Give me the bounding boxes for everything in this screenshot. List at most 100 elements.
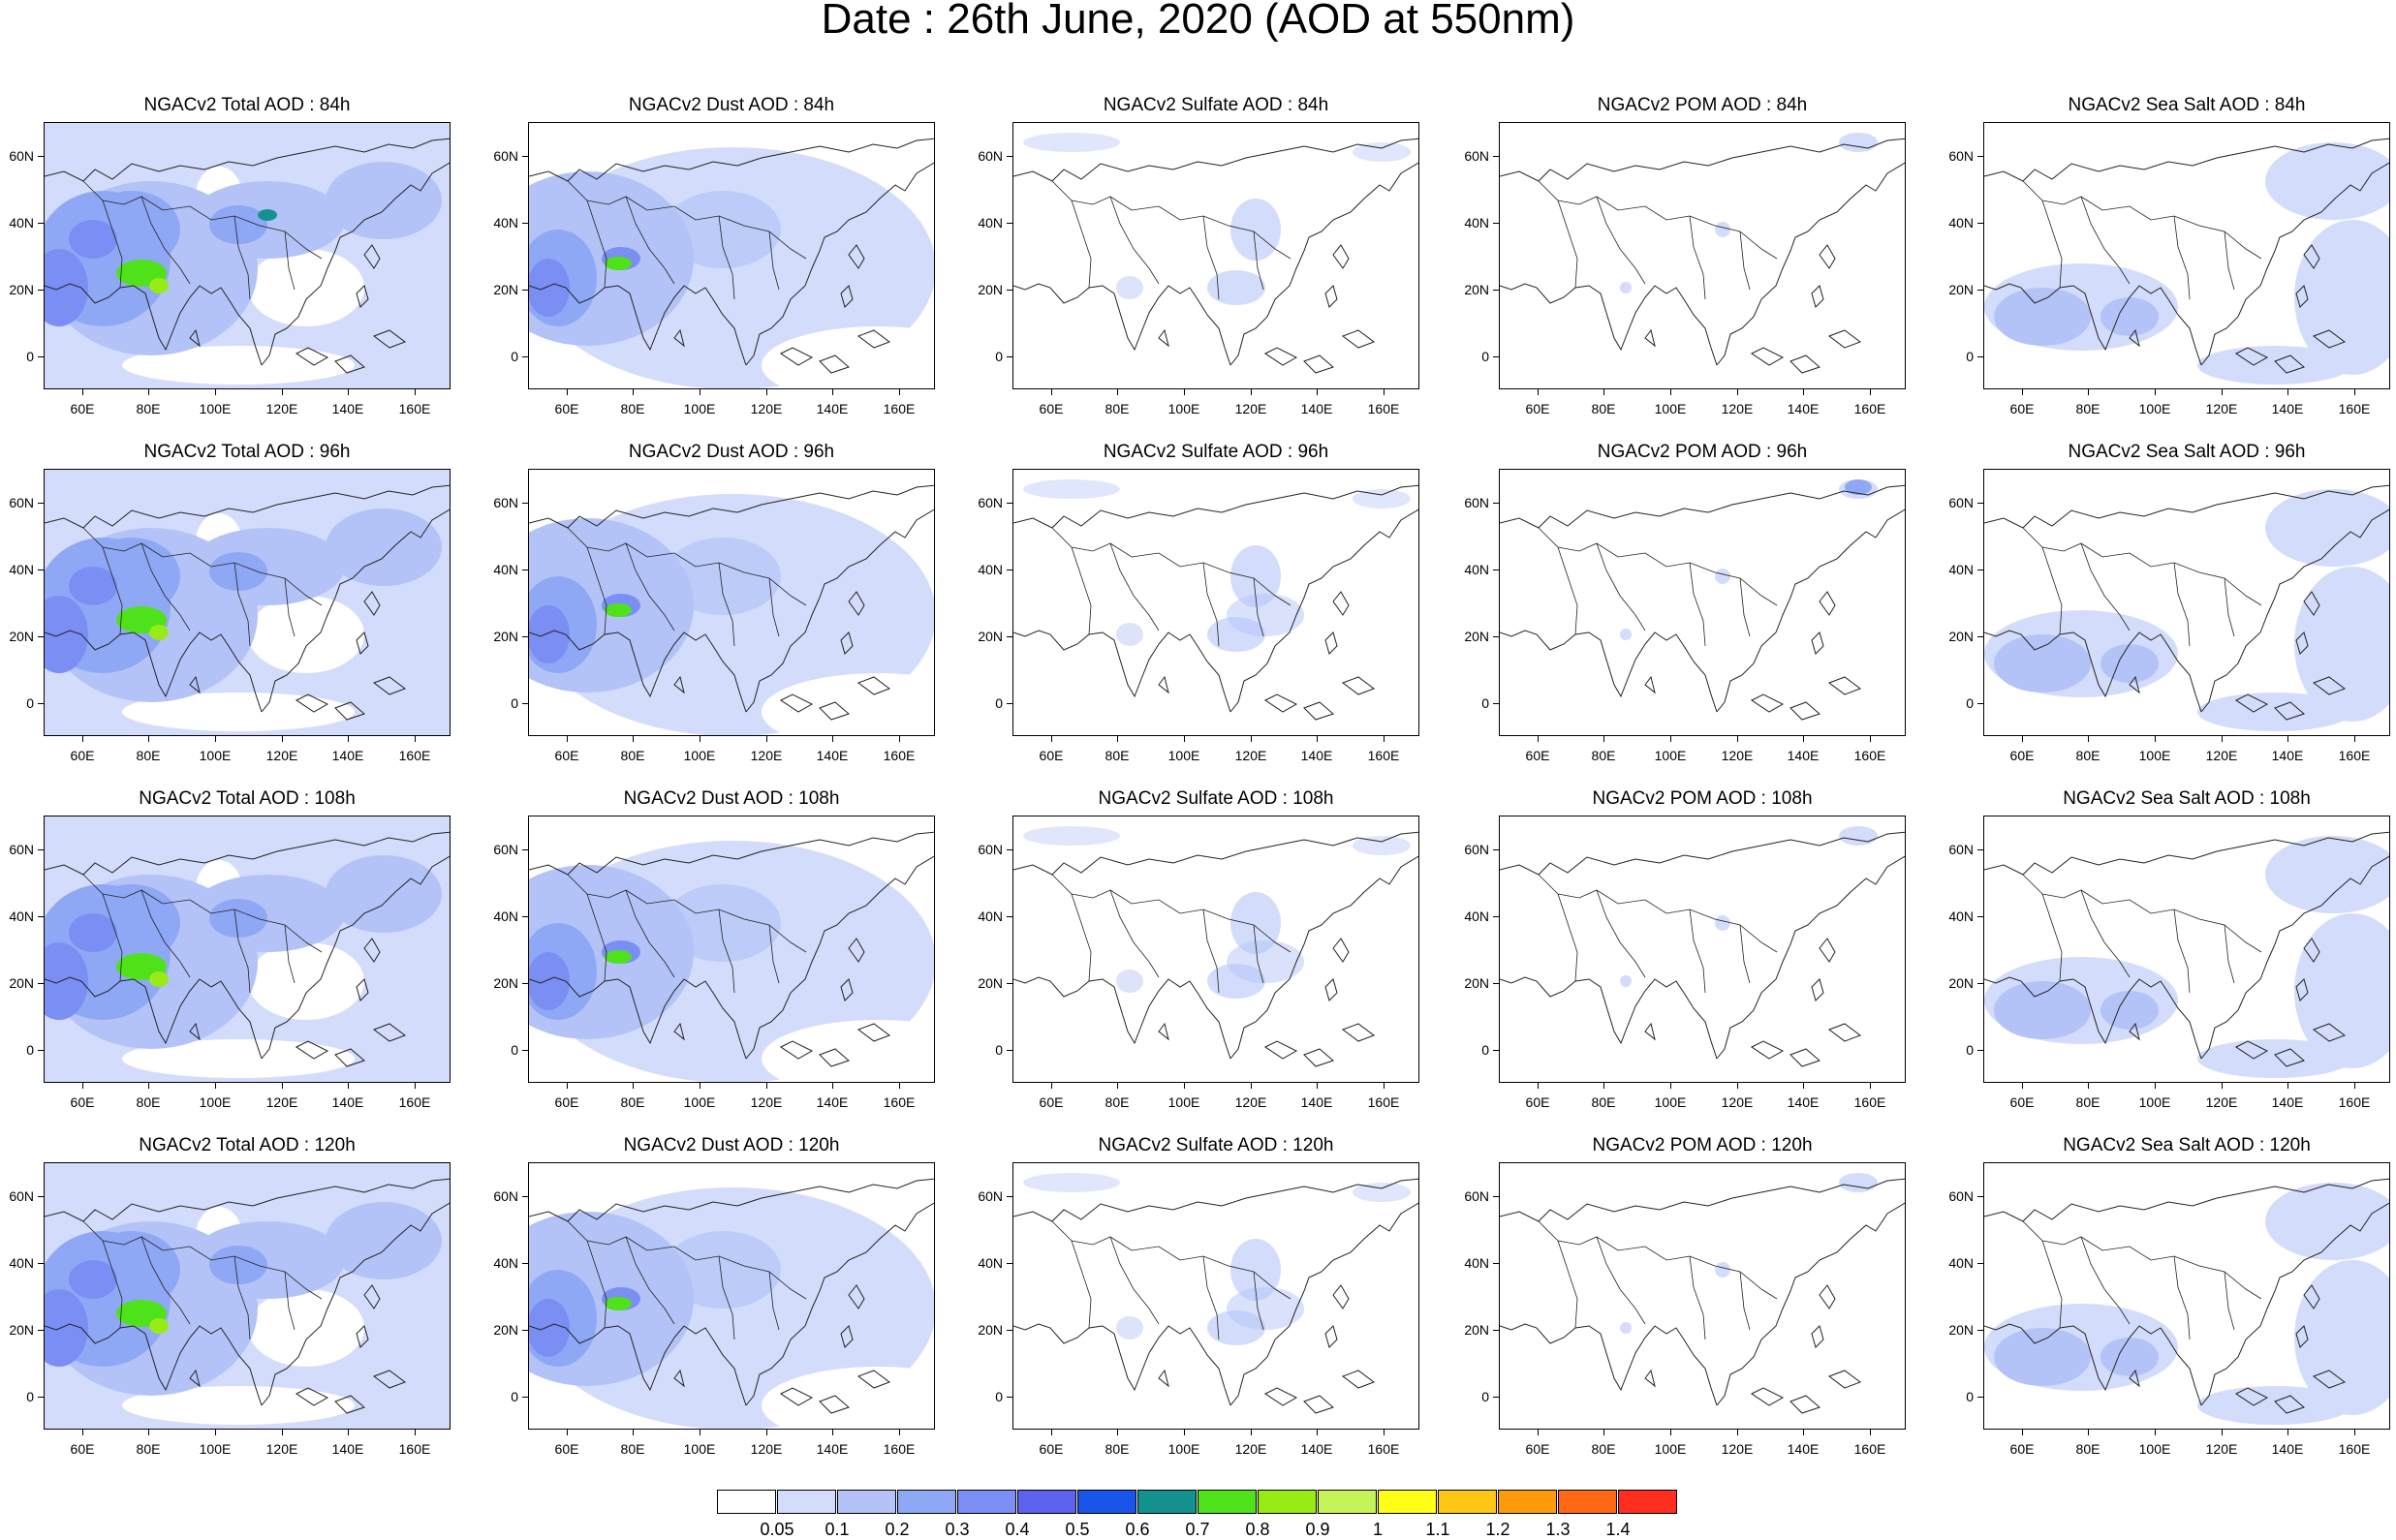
lon-tick-label: 140E	[1787, 1441, 1820, 1457]
lon-tick-label: 120E	[750, 401, 783, 416]
lon-tick	[2287, 736, 2288, 742]
colorbar-label: 0.7	[1185, 1520, 1210, 1539]
lat-tick	[1007, 1263, 1012, 1264]
lon-tick-label: 140E	[1787, 1094, 1820, 1110]
lon-tick-label: 80E	[136, 401, 161, 416]
map-area	[44, 816, 451, 1083]
lat-tick	[1493, 849, 1499, 850]
aod-field	[1620, 479, 1878, 640]
lat-tick-label: 40N	[1464, 909, 1489, 924]
coastline	[45, 484, 450, 713]
lat-tick	[1493, 356, 1499, 357]
lat-tick-label: 40N	[1948, 1255, 1974, 1271]
map-area	[1012, 469, 1419, 736]
lon-tick-label: 80E	[1591, 1441, 1616, 1457]
panel-title: NGACv2 POM AOD : 120h	[1592, 1135, 1813, 1155]
lat-tick	[38, 503, 44, 504]
map-area	[44, 469, 451, 736]
lat-tick	[522, 1397, 528, 1398]
coastline	[1013, 484, 1418, 713]
lon-tick	[82, 1083, 83, 1089]
map-panel-dust-2: NGACv2 Dust AOD : 108h 60N 40N 20N 0 60E 80E 10…	[493, 788, 935, 1110]
panel-title: NGACv2 Sea Salt AOD : 84h	[2068, 95, 2306, 115]
lon-tick	[1870, 1430, 1871, 1435]
lat-tick	[1977, 1050, 1983, 1051]
lat-tick	[1977, 1330, 1983, 1331]
colorbar-swatch	[1498, 1490, 1557, 1514]
lon-tick-label: 80E	[1105, 748, 1130, 763]
lon-tick-label: 160E	[398, 1441, 431, 1457]
country-borders	[82, 180, 323, 300]
lon-tick	[832, 736, 833, 742]
lon-tick-label: 100E	[1167, 1441, 1200, 1457]
lat-tick	[1007, 636, 1012, 637]
aod-field	[45, 123, 450, 388]
lon-tick-label: 80E	[620, 748, 645, 763]
lon-tick	[1384, 389, 1385, 395]
islands	[189, 1284, 407, 1414]
aod-field	[1620, 1173, 1878, 1334]
map-area	[1499, 1162, 1906, 1430]
aod-field-map	[529, 1178, 934, 1429]
lat-tick-label: 40N	[9, 909, 34, 924]
lat-tick-label: 60N	[1948, 842, 1974, 857]
lon-tick	[282, 1430, 283, 1435]
lon-tick-label: 60E	[1039, 1441, 1064, 1457]
aod-field	[1620, 826, 1878, 987]
country-borders	[1051, 180, 1291, 300]
aod-field-map	[1984, 138, 2389, 385]
lon-tick	[1117, 1083, 1118, 1089]
lon-tick	[567, 389, 568, 395]
lat-tick-label: 20N	[978, 975, 1003, 991]
country-borders	[2022, 874, 2262, 994]
coastline	[1013, 831, 1418, 1060]
lon-tick	[1051, 736, 1052, 742]
lon-tick	[899, 1083, 900, 1089]
coastline	[1984, 484, 2389, 713]
country-borders	[1538, 180, 1778, 300]
aod-field	[1984, 836, 2389, 1078]
lon-tick-label: 60E	[70, 401, 95, 416]
lon-tick	[1251, 1430, 1252, 1435]
lon-tick	[1184, 736, 1185, 742]
lon-tick-label: 160E	[883, 401, 916, 416]
lon-tick-label: 80E	[1591, 1094, 1616, 1110]
lon-tick-label: 80E	[620, 401, 645, 416]
colorbar-swatch	[957, 1490, 1016, 1514]
map-panel-pom-0: NGACv2 POM AOD : 84h 60N 40N 20N 0 60E 80E 100E…	[1464, 95, 1906, 416]
coastline	[1984, 831, 2389, 1060]
coastline	[1500, 1178, 1905, 1406]
lat-tick	[1977, 223, 1983, 224]
aod-field	[1023, 479, 1411, 652]
map-panel-seasalt-2: NGACv2 Sea Salt AOD : 108h 60N 40N 20N 0 60E 8…	[1948, 788, 2390, 1110]
islands	[673, 1284, 891, 1414]
aod-field-map	[1013, 826, 1418, 1067]
lon-tick-label: 140E	[816, 748, 849, 763]
lon-tick-label: 160E	[2338, 401, 2371, 416]
lat-tick-label: 20N	[978, 1322, 1003, 1338]
lon-tick	[1803, 1430, 1804, 1435]
lon-tick-label: 60E	[1039, 1094, 1064, 1110]
lon-tick-label: 100E	[1654, 1094, 1687, 1110]
lat-tick	[1007, 916, 1012, 917]
lon-tick	[2088, 1430, 2089, 1435]
colorbar-swatch	[1077, 1490, 1136, 1514]
lat-tick-label: 0	[511, 1042, 518, 1058]
lat-tick	[522, 1330, 528, 1331]
lat-tick-label: 40N	[978, 1255, 1003, 1271]
lon-tick	[2287, 389, 2288, 395]
lat-tick	[1977, 356, 1983, 357]
aod-field	[529, 841, 934, 1082]
coastline	[529, 1178, 934, 1406]
lon-tick-label: 140E	[816, 1441, 849, 1457]
lon-tick	[2022, 389, 2023, 395]
lon-tick-label: 80E	[2075, 1441, 2100, 1457]
lon-tick	[215, 736, 216, 742]
colorbar-swatch	[1198, 1490, 1257, 1514]
lon-tick-label: 80E	[136, 1094, 161, 1110]
lon-tick-label: 100E	[683, 401, 716, 416]
lat-tick-label: 40N	[493, 1255, 518, 1271]
lon-tick-label: 120E	[265, 1441, 298, 1457]
lat-tick	[1977, 503, 1983, 504]
colorbar-label: 1.1	[1425, 1520, 1450, 1539]
